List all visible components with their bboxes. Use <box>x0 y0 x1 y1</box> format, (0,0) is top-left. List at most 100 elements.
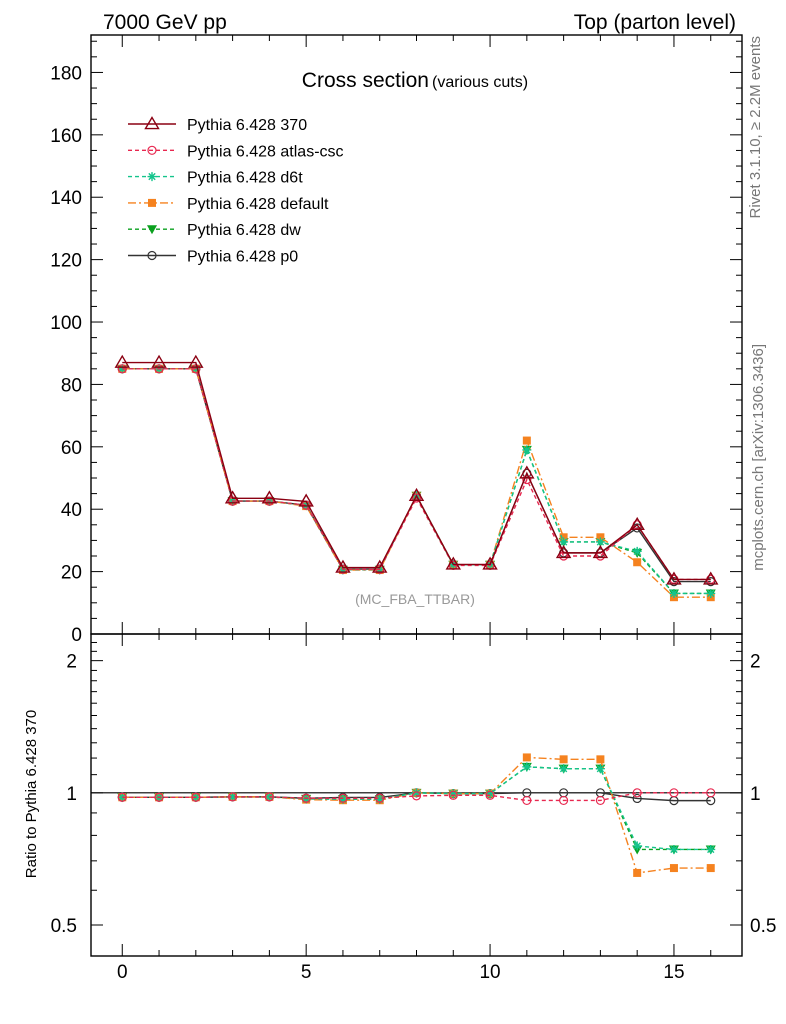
main-y-tick-label: 40 <box>61 500 82 521</box>
main-data-point <box>298 493 314 507</box>
legend-marker <box>144 116 160 130</box>
main-y-tick-label: 120 <box>50 251 82 272</box>
ratio-data-point <box>595 764 605 774</box>
main-y-tick-label: 180 <box>50 63 82 84</box>
ratio-data-point <box>338 794 348 804</box>
main-data-point <box>264 496 274 506</box>
side-label-source: mcplots.cern.ch [arXiv:1306.3436] <box>750 344 767 571</box>
ratio-y-tick-label-right: 1 <box>750 784 761 805</box>
ratio-data-point <box>375 794 385 804</box>
header-right: Top (parton level) <box>574 11 736 34</box>
main-series-line <box>122 368 711 598</box>
ratio-data-point <box>559 755 568 764</box>
main-data-point <box>375 564 385 575</box>
main-data-point <box>522 436 531 445</box>
ratio-data-point <box>596 755 605 764</box>
main-y-tick-label: 60 <box>61 438 82 459</box>
x-tick-label: 5 <box>301 962 312 983</box>
main-data-point <box>559 533 568 542</box>
main-y-tick-label: 140 <box>50 188 82 209</box>
main-data-point <box>411 493 422 503</box>
ratio-data-point <box>228 792 238 802</box>
main-data-point <box>596 533 605 542</box>
ratio-data-point <box>633 868 642 877</box>
ratio-data-point <box>117 792 127 802</box>
ratio-data-point <box>522 762 532 772</box>
ratio-data-point <box>669 864 678 873</box>
ratio-data-point <box>228 792 238 802</box>
main-data-point <box>522 445 532 455</box>
legend-label: Pythia 6.428 atlas-csc <box>187 143 344 160</box>
main-y-tick-label: 0 <box>71 625 82 646</box>
main-title: Cross section <box>302 69 429 92</box>
ratio-data-point <box>559 764 569 774</box>
ratio-y-tick-label-left: 2 <box>66 652 77 673</box>
main-data-point <box>555 545 572 559</box>
legend-marker <box>147 250 157 261</box>
legend-marker <box>147 172 157 182</box>
main-data-point <box>117 364 127 374</box>
main-data-point <box>629 516 645 531</box>
main-data-point <box>703 571 719 585</box>
x-tick-label: 15 <box>663 962 684 983</box>
ratio-data-point <box>632 841 642 851</box>
main-data-point <box>669 588 679 598</box>
x-tick-label: 0 <box>117 962 128 983</box>
main-data-point <box>151 354 167 368</box>
ratio-data-point <box>559 795 569 806</box>
legend-label: Pythia 6.428 dw <box>187 222 301 239</box>
ratio-y-tick-label-right: 2 <box>750 652 761 673</box>
ratio-data-point <box>154 792 164 802</box>
main-data-point <box>592 545 609 559</box>
main-data-point <box>224 490 241 504</box>
legend-marker <box>148 198 156 207</box>
main-y-tick-label: 20 <box>61 563 82 584</box>
ratio-data-point <box>375 793 385 803</box>
ratio-series-line <box>122 756 711 874</box>
legend-marker <box>147 145 157 155</box>
ratio-data-point <box>264 792 274 802</box>
ratio-y-tick-label-left: 0.5 <box>51 916 77 937</box>
ratio-data-point <box>595 795 605 806</box>
main-series-line <box>122 368 711 581</box>
main-series-line <box>122 368 711 595</box>
main-data-point <box>633 558 642 567</box>
main-y-tick-label: 100 <box>50 313 82 334</box>
ratio-data-point <box>669 844 679 854</box>
main-data-point <box>706 588 716 598</box>
legend-marker <box>147 225 157 235</box>
main-data-point <box>519 465 535 479</box>
main-y-tick-label: 160 <box>50 126 82 147</box>
ratio-data-point <box>412 788 421 798</box>
main-data-point <box>371 559 388 573</box>
ratio-data-point <box>448 789 458 799</box>
main-data-point <box>482 556 498 570</box>
ratio-data-point <box>669 788 679 798</box>
main-data-point <box>188 354 204 368</box>
ratio-ylabel: Ratio to Pythia 6.428 370 <box>23 710 40 878</box>
main-data-point <box>114 354 130 368</box>
ratio-data-point <box>522 753 531 762</box>
ratio-series-line <box>122 792 711 802</box>
ratio-data-point <box>301 793 311 803</box>
x-tick-label: 10 <box>479 962 500 983</box>
ratio-data-point <box>191 792 201 802</box>
main-data-point <box>408 487 425 502</box>
legend-label: Pythia 6.428 default <box>187 196 329 213</box>
ratio-data-point <box>706 788 716 798</box>
main-data-point <box>445 556 462 570</box>
legend-label: Pythia 6.428 370 <box>187 117 307 134</box>
main-data-point <box>632 546 642 556</box>
main-y-tick-label: 80 <box>61 375 82 396</box>
ratio-data-point <box>411 791 422 801</box>
ratio-data-point <box>632 788 642 798</box>
main-data-point <box>335 559 351 573</box>
ratio-y-tick-label-left: 1 <box>66 784 77 805</box>
header-left: 7000 GeV pp <box>103 11 227 34</box>
main-data-point <box>261 490 278 504</box>
ratio-data-point <box>706 844 716 854</box>
main-series-line <box>122 368 711 583</box>
main-data-point <box>595 537 605 547</box>
main-subtitle: (various cuts) <box>432 74 528 91</box>
